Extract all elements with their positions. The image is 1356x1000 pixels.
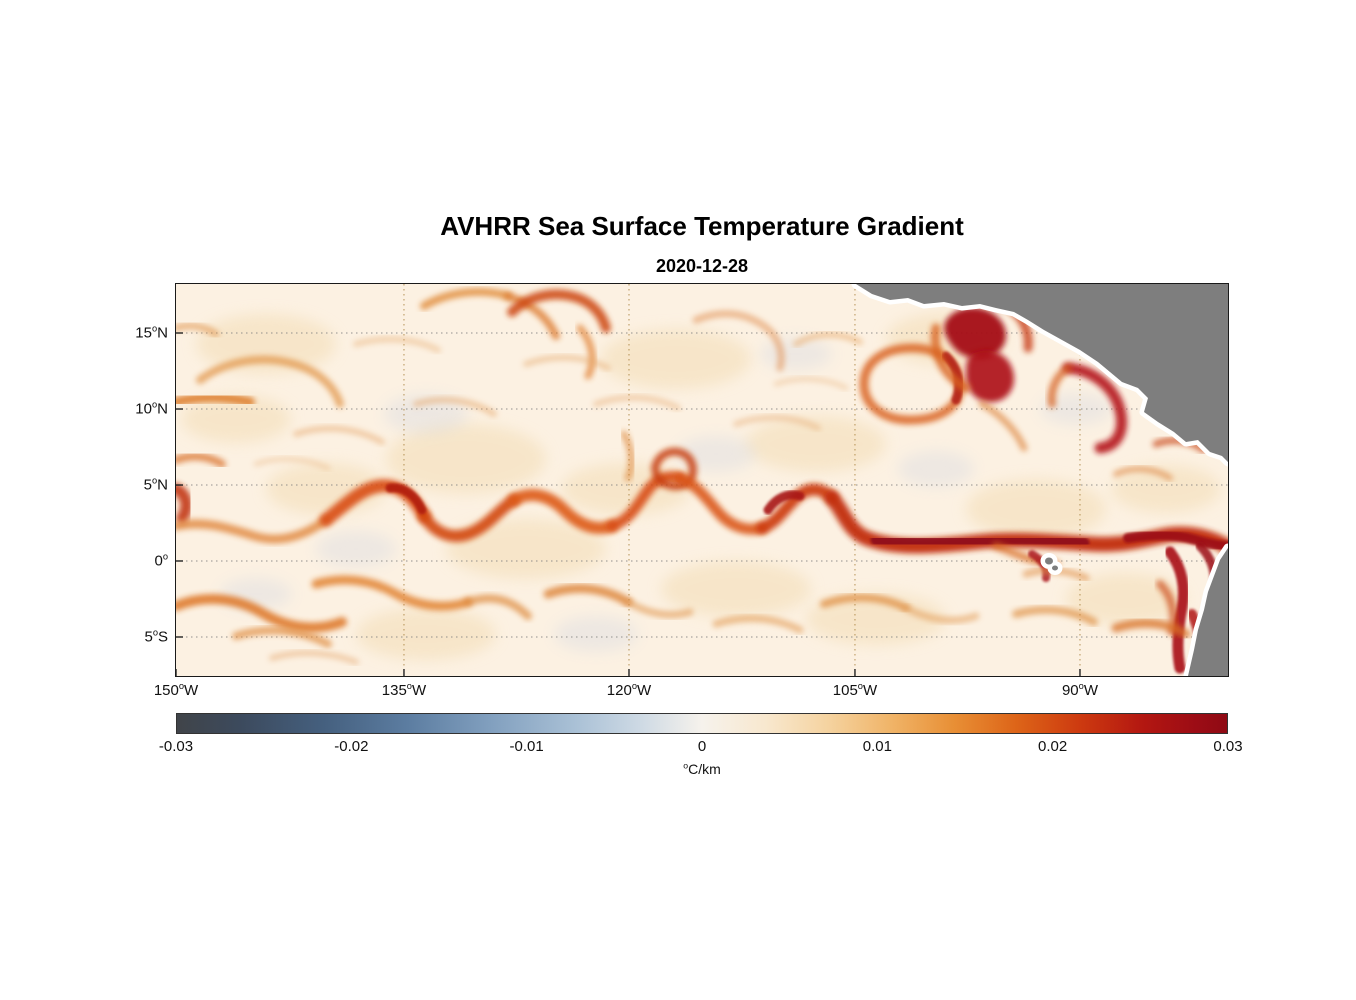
sst-gradient-filament xyxy=(196,355,344,408)
sst-gradient-filament xyxy=(1113,466,1173,481)
sst-gradient-filament xyxy=(176,515,331,544)
sst-gradient-filament xyxy=(606,471,686,532)
y-axis-tick-label: 0o xyxy=(154,551,168,570)
sst-gradient-filament xyxy=(941,351,964,405)
sst-gradient-filament xyxy=(418,494,520,542)
sst-gradient-filament xyxy=(820,593,910,612)
sst-gradient-filament xyxy=(733,414,821,431)
warm-haze-patch xyxy=(661,561,811,617)
sst-gradient-filament xyxy=(1164,546,1189,674)
landmass-central-america xyxy=(856,284,1228,462)
sst-gradient-filament xyxy=(674,472,768,535)
sst-gradient-filament xyxy=(507,289,611,333)
warm-haze-patch xyxy=(1111,465,1221,513)
sst-gradient-blob xyxy=(944,307,1006,359)
sst-gradient-filament xyxy=(620,430,635,482)
chart-date-subtitle: 2020-12-28 xyxy=(655,256,749,276)
sst-gradient-filament xyxy=(1062,362,1128,454)
cool-gradient-patch xyxy=(316,531,396,567)
sst-gradient-filament xyxy=(773,376,849,391)
x-axis-tick-label: 105oW xyxy=(832,681,878,699)
colorbar-tick-label: -0.01 xyxy=(509,738,544,755)
sst-gradient-filament xyxy=(508,489,618,534)
sst-gradient-blob xyxy=(966,350,1014,403)
sst-gradient-filament xyxy=(1111,618,1191,639)
y-axis-tick-label: 10oN xyxy=(135,399,168,418)
warm-haze-patch xyxy=(746,416,886,472)
sst-gradient-filament xyxy=(293,425,385,445)
warm-haze-patch xyxy=(386,424,546,494)
sst-gradient-filament xyxy=(413,396,497,417)
sst-gradient-filament xyxy=(353,336,441,353)
sst-gradient-filament xyxy=(930,323,971,393)
y-axis-tick-label: 15oN xyxy=(135,323,168,342)
warm-haze-patch xyxy=(1066,573,1186,625)
landmass-south-america xyxy=(1188,548,1228,676)
sst-gradient-filament xyxy=(176,322,220,338)
cool-gradient-patch xyxy=(676,436,756,472)
sst-gradient-filament xyxy=(420,287,512,310)
warm-haze-patch xyxy=(446,519,606,579)
sst-gradient-filament xyxy=(692,310,785,372)
warm-haze-patch xyxy=(966,479,1106,539)
x-axis-tick-label: 120oW xyxy=(606,681,652,699)
sst-gradient-filament xyxy=(593,394,681,411)
warm-haze-patch xyxy=(806,593,946,645)
warm-haze-patch xyxy=(601,329,751,389)
sst-gradient-filament xyxy=(504,292,560,340)
x-axis-tick-label: 135oW xyxy=(381,681,427,699)
sst-gradient-filament xyxy=(712,614,804,634)
colorbar-unit-label: oC/km xyxy=(683,760,721,777)
sst-gradient-filament xyxy=(232,626,332,648)
x-axis-tick-label: 150oW xyxy=(153,681,199,699)
sst-gradient-filament xyxy=(576,324,596,380)
chart-title: AVHRR Sea Surface Temperature Gradient xyxy=(440,211,964,241)
cool-gradient-patch xyxy=(554,616,638,652)
landmass-galapagos-island xyxy=(1045,557,1058,571)
map-plot-area xyxy=(175,283,1229,677)
sst-gradient-filament xyxy=(793,331,863,347)
sst-gradient-filament xyxy=(176,594,347,633)
colorbar-tick-label: 0.01 xyxy=(862,738,892,755)
sst-gradient-filament xyxy=(176,392,255,407)
sst-gradient-filament xyxy=(253,456,331,471)
sst-gradient-filament xyxy=(870,533,1090,549)
sst-gradient-filament xyxy=(176,452,226,468)
colorbar-tick-label: 0.03 xyxy=(1213,738,1243,755)
y-axis-tick-label: 5oS xyxy=(144,627,168,646)
sst-gradient-filament xyxy=(543,583,633,607)
colorbar-tick-label: -0.02 xyxy=(334,738,369,755)
sst-gradient-filament xyxy=(650,447,697,491)
y-axis-tick-label: 5oN xyxy=(143,475,168,494)
colorbar-tick-label: -0.03 xyxy=(158,738,194,755)
colorbar-tick-label: 0 xyxy=(697,738,707,755)
sst-gradient-filament xyxy=(1012,605,1098,626)
sst-gradient-filament xyxy=(1123,530,1228,551)
sst-gradient-filament xyxy=(385,483,427,515)
warm-haze-patch xyxy=(196,314,336,374)
sst-gradient-filament xyxy=(624,598,694,619)
colorbar-tick-label: 0.02 xyxy=(1038,738,1068,755)
map-svg xyxy=(176,284,1228,676)
sst-gradient-filament xyxy=(523,354,611,371)
cool-gradient-patch xyxy=(384,394,468,434)
sst-gradient-filament xyxy=(311,575,473,611)
sst-gradient-filament xyxy=(464,594,532,620)
sst-gradient-filament xyxy=(763,490,805,515)
sst-gradient-filament xyxy=(269,650,359,665)
warm-haze-patch xyxy=(356,608,496,660)
sst-gradient-filament xyxy=(902,604,980,624)
warm-haze-patch xyxy=(181,395,291,443)
sst-gradient-filament xyxy=(978,400,1028,452)
cool-gradient-patch xyxy=(898,451,974,487)
sst-gradient-filament xyxy=(1047,364,1072,408)
colorbar xyxy=(176,713,1228,734)
x-axis-tick-label: 90oW xyxy=(1061,681,1098,699)
sst-gradient-filament xyxy=(176,483,193,524)
